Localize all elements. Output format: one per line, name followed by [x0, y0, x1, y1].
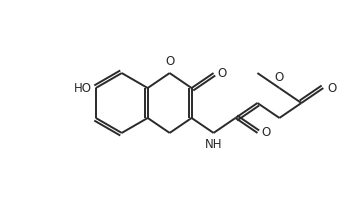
Text: O: O — [327, 82, 337, 95]
Text: O: O — [218, 66, 227, 80]
Text: O: O — [275, 71, 284, 84]
Text: NH: NH — [205, 138, 222, 151]
Text: HO: HO — [74, 82, 92, 95]
Text: O: O — [165, 55, 174, 68]
Text: O: O — [262, 126, 271, 139]
